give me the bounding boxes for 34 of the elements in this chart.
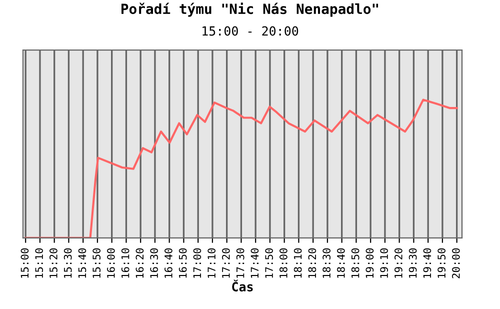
x-tick-label: 19:10 [380, 248, 388, 278]
x-tick-label: 16:30 [150, 248, 158, 278]
x-tick-label: 15:30 [64, 248, 72, 278]
x-tick-label: 15:40 [78, 248, 86, 278]
x-tick-label: 19:30 [408, 248, 417, 278]
x-tick-label: 17:10 [208, 248, 216, 278]
x-tick-label: 15:10 [35, 248, 44, 278]
x-tick-label: 15:50 [92, 248, 101, 278]
x-tick-label: 17:00 [193, 248, 202, 278]
chart-subtitle: 15:00 - 20:00 [202, 26, 298, 36]
x-tick-label: 18:30 [322, 248, 331, 278]
x-tick-label: 16:20 [136, 248, 144, 278]
x-tick-label: 19:40 [423, 248, 432, 278]
x-tick-label: 18:40 [337, 248, 345, 278]
x-axis-title: Čas [232, 280, 253, 292]
x-tick-label: 16:40 [164, 248, 172, 278]
x-tick-label: 18:50 [351, 248, 360, 278]
x-tick-label: 19:20 [394, 248, 402, 278]
x-tick-label: 16:10 [121, 248, 130, 278]
x-tick-label: 17:50 [265, 248, 274, 278]
x-tick-label: 15:00 [20, 248, 29, 278]
x-tick-label: 19:00 [366, 248, 374, 278]
chart-title: Pořadí týmu "Nic Nás Nenapadlo" [121, 2, 378, 17]
x-tick-label: 19:50 [438, 248, 446, 278]
x-tick-label: 16:50 [178, 248, 187, 278]
x-tick-label: 17:40 [250, 248, 259, 278]
x-tick-label: 17:20 [222, 248, 230, 278]
x-tick-label: 17:30 [236, 248, 244, 278]
x-tick-label: 18:10 [294, 248, 302, 278]
x-tick-label: 18:20 [308, 248, 316, 278]
x-tick-label: 16:00 [107, 248, 115, 278]
x-tick-label: 15:20 [50, 248, 58, 278]
x-tick-label: 18:00 [280, 248, 288, 278]
x-tick-label: 20:00 [452, 248, 460, 278]
